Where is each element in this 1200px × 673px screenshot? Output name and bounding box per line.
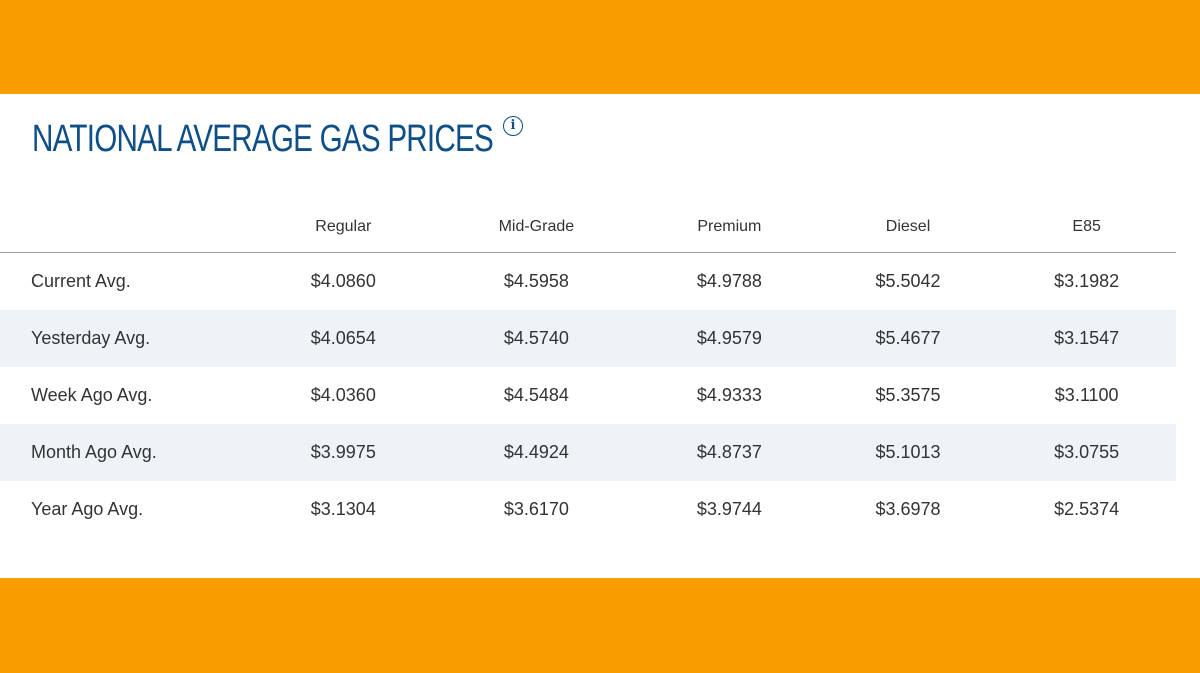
price-cell: $3.1547 — [997, 310, 1176, 367]
bottom-band — [0, 578, 1200, 673]
price-cell: $2.5374 — [1054, 499, 1120, 519]
price-cell: $4.0654 — [254, 310, 433, 367]
gas-prices-panel: NATIONAL AVERAGE GAS PRICES i Regular Mi… — [0, 94, 1200, 578]
price-cell: $5.1013 — [818, 424, 998, 481]
price-cell: $3.1982 — [1054, 271, 1120, 291]
price-cell: $3.6978 — [875, 499, 941, 519]
price-cell: $3.9744 — [696, 499, 762, 519]
price-cell: $4.9579 — [640, 310, 819, 367]
row-label: Current Avg. — [31, 271, 131, 291]
price-cell: $3.0755 — [997, 424, 1176, 481]
page-title: NATIONAL AVERAGE GAS PRICES — [32, 118, 494, 160]
column-header-diesel: Diesel — [818, 202, 998, 253]
column-header-e85: E85 — [997, 202, 1176, 253]
price-cell: $4.8737 — [640, 424, 819, 481]
row-label: Yesterday Avg. — [0, 310, 254, 367]
column-header-premium: Premium — [640, 202, 819, 253]
title-row: NATIONAL AVERAGE GAS PRICES i — [32, 114, 623, 164]
price-cell: $3.1100 — [1054, 385, 1119, 405]
price-cell: $3.1304 — [310, 499, 376, 519]
price-cell: $5.5042 — [875, 271, 941, 291]
price-cell: $5.4677 — [818, 310, 998, 367]
column-header-regular: Regular — [254, 202, 433, 253]
price-cell: $4.5484 — [503, 385, 569, 405]
price-cell: $4.0360 — [310, 385, 376, 405]
info-icon[interactable]: i — [503, 116, 523, 136]
price-cell: $3.6170 — [503, 499, 569, 519]
row-label: Week Ago Avg. — [31, 385, 153, 405]
price-cell: $4.5958 — [503, 271, 569, 291]
price-cell: $4.9788 — [696, 271, 762, 291]
price-cell: $3.9975 — [254, 424, 433, 481]
price-cell: $4.9333 — [696, 385, 762, 405]
price-cell: $4.0860 — [310, 271, 376, 291]
row-label-header — [0, 202, 254, 253]
table-header-row: Regular Mid-Grade Premium Diesel E85 — [0, 202, 1176, 253]
price-cell: $4.5740 — [432, 310, 641, 367]
table-row: Month Ago Avg. $3.9975 $4.4924 $4.8737 $… — [0, 424, 1176, 481]
gas-prices-table: Regular Mid-Grade Premium Diesel E85 Cur… — [0, 202, 1176, 538]
table-row: Current Avg. $4.0860 $4.5958 $4.9788 $5.… — [0, 253, 1176, 311]
table-row: Yesterday Avg. $4.0654 $4.5740 $4.9579 $… — [0, 310, 1176, 367]
price-cell: $4.4924 — [432, 424, 641, 481]
row-label: Year Ago Avg. — [31, 499, 144, 519]
column-header-mid-grade: Mid-Grade — [432, 202, 641, 253]
table-row: Year Ago Avg. $3.1304 $3.6170 $3.9744 $3… — [0, 481, 1176, 538]
table-row: Week Ago Avg. $4.0360 $4.5484 $4.9333 $5… — [0, 367, 1176, 424]
row-label: Month Ago Avg. — [0, 424, 254, 481]
top-band — [0, 0, 1200, 94]
price-cell: $5.3575 — [875, 385, 941, 405]
